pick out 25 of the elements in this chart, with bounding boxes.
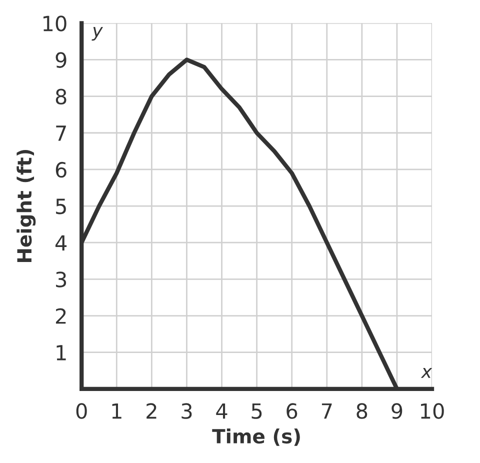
- x-axis-title: Time (s): [212, 428, 300, 446]
- annotation: x: [420, 368, 432, 378]
- y-tick-label: 6: [56, 162, 66, 178]
- x-tick-label: 7: [322, 403, 332, 419]
- y-tick-label: 9: [56, 52, 66, 68]
- x-tick-label: 10: [421, 403, 444, 419]
- y-tick-label: 4: [55, 235, 67, 251]
- y-tick-label: 8: [56, 88, 66, 105]
- x-tick-label: 8: [356, 403, 368, 419]
- annotation: y: [92, 26, 103, 41]
- y-tick-label: 10: [43, 16, 66, 32]
- y-tick-label: 1: [56, 345, 66, 360]
- y-tick-label: 2: [56, 308, 66, 324]
- y-tick-label: 5: [56, 198, 66, 214]
- x-tick-label: 5: [252, 403, 262, 419]
- x-tick-label: 4: [216, 403, 228, 419]
- x-tick-label: 9: [392, 403, 402, 419]
- x-tick-label: 1: [112, 403, 122, 419]
- x-tick-label: 0: [76, 403, 87, 419]
- x-tick-label: 2: [146, 403, 156, 419]
- y-tick-label: 7: [56, 126, 66, 141]
- y-axis-title: Height (ft): [16, 150, 36, 262]
- y-tick-label: 3: [56, 272, 66, 288]
- x-tick-label: 6: [286, 403, 298, 419]
- x-tick-label: 3: [182, 403, 192, 419]
